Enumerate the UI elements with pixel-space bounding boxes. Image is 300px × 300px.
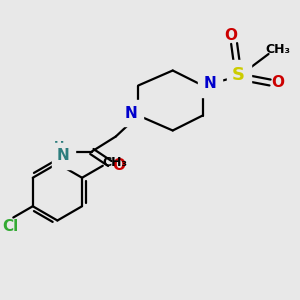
Text: CH₃: CH₃	[265, 43, 290, 56]
Text: N: N	[57, 148, 70, 164]
Text: O: O	[112, 158, 125, 172]
Text: CH₃: CH₃	[102, 156, 127, 169]
Text: N: N	[204, 76, 217, 92]
Text: Cl: Cl	[2, 219, 18, 234]
Text: O: O	[225, 28, 238, 44]
Text: O: O	[271, 75, 284, 90]
Text: H: H	[54, 140, 64, 154]
Text: S: S	[232, 66, 245, 84]
Text: N: N	[124, 106, 137, 121]
